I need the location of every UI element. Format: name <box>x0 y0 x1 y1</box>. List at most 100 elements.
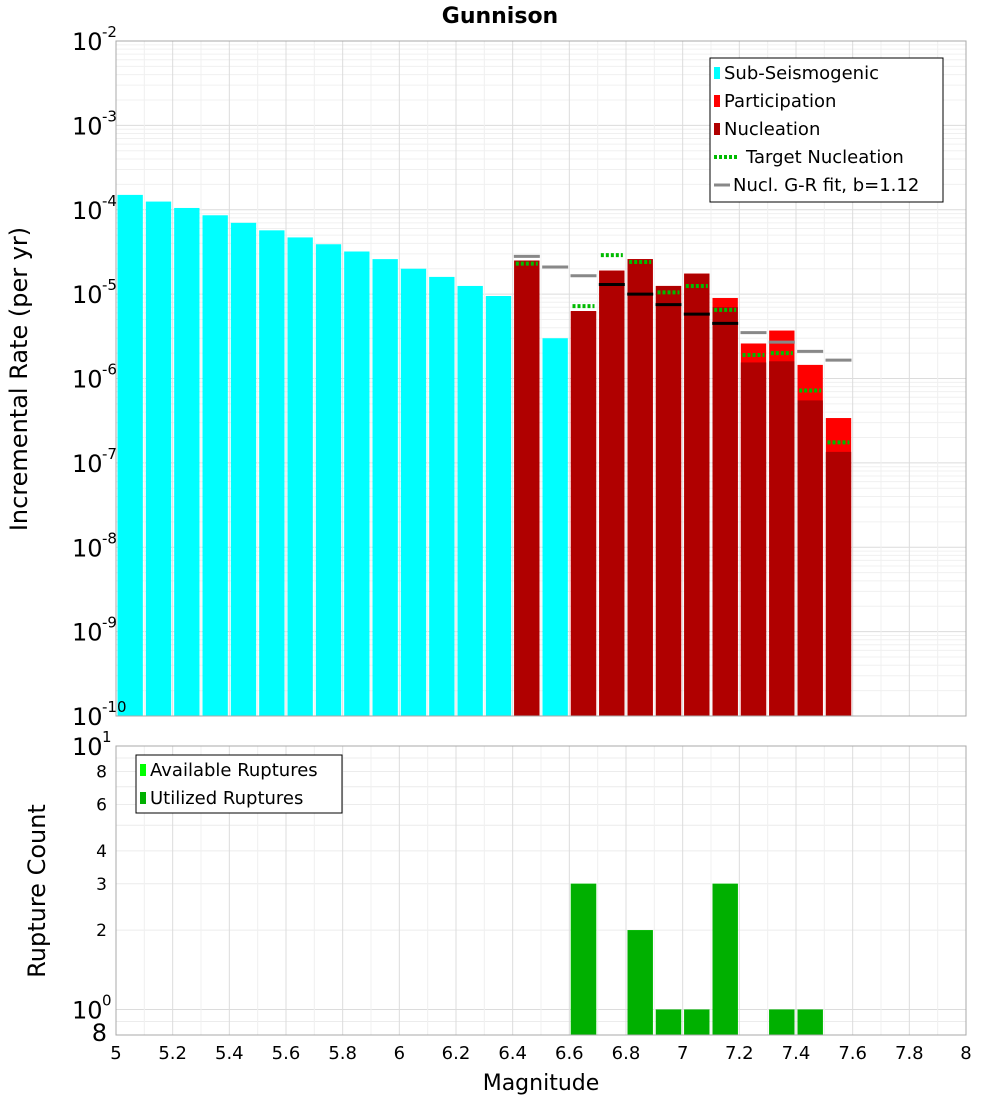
x-tick-label: 6.4 <box>498 1043 527 1064</box>
y-tick-label-base: 10 <box>72 703 103 731</box>
y-tick-label-base: 10 <box>72 281 103 309</box>
utilized-ruptures-bar <box>769 1009 795 1035</box>
nucleation-bar <box>684 273 710 716</box>
legend-swatch <box>714 123 720 135</box>
y-tick-label: 4 <box>96 842 107 862</box>
y-tick-label: 3 <box>96 875 107 895</box>
y-tick-label-exponent: -4 <box>102 192 117 210</box>
y-tick-label: 8 <box>96 763 107 783</box>
bottom-plot-frame <box>115 745 967 1036</box>
nucleation-bar <box>769 361 795 716</box>
top-legend: Sub-Seismogenic Participation Nucleation Ta… <box>709 57 944 203</box>
legend-swatch <box>714 95 720 107</box>
y-tick-label-base: 10 <box>72 450 103 478</box>
legend-box <box>135 754 343 814</box>
y-tick-label-exponent: -2 <box>102 23 117 41</box>
sub-seismogenic-bar <box>344 251 370 716</box>
sub-seismogenic-bar <box>542 338 568 716</box>
sub-seismogenic-bar <box>485 296 512 716</box>
y-tick-label-exponent: -9 <box>102 614 117 632</box>
x-tick-label: 6 <box>394 1043 405 1064</box>
sub-seismogenic-bar <box>117 194 143 716</box>
sub-seismogenic-bar <box>315 244 342 717</box>
x-tick-labels: 5 5.2 5.4 5.6 5.8 6 6.2 6.4 6.6 6.8 7 7.2 7.4 7.6 7.8 8 <box>110 1043 971 1064</box>
utilized-ruptures-bar <box>570 883 597 1035</box>
legend-label: Sub-Seismogenic <box>724 63 879 84</box>
utilized-ruptures-bar <box>797 1009 823 1035</box>
legend-swatch <box>714 67 720 79</box>
bottom-legend: Available Ruptures Utilized Ruptures <box>135 754 343 814</box>
sub-seismogenic-bar <box>429 276 455 716</box>
y-tick-label-base: 10 <box>72 733 103 761</box>
y-tick-label-exponent: -5 <box>102 276 117 294</box>
x-tick-label: 5 <box>110 1043 121 1064</box>
x-tick-label: 7.4 <box>782 1043 811 1064</box>
x-tick-label: 8 <box>960 1043 971 1064</box>
x-tick-label: 5.4 <box>215 1043 244 1064</box>
y-tick-label-exponent: -10 <box>102 698 127 716</box>
x-tick-label: 7.8 <box>895 1043 924 1064</box>
legend-label: Utilized Ruptures <box>150 788 303 809</box>
x-tick-label: 7 <box>677 1043 688 1064</box>
sub-seismogenic-bar <box>259 230 285 716</box>
x-axis-label: Magnitude <box>483 1071 600 1096</box>
sub-seismogenic-bar <box>372 259 398 716</box>
bottom-bars <box>570 883 823 1035</box>
legend-label: Available Ruptures <box>150 760 318 781</box>
y-tick-label-base: 10 <box>72 996 103 1024</box>
chart-title: Gunnison <box>442 4 558 29</box>
legend-label: Nucleation <box>724 119 820 140</box>
top-plot-frame <box>115 40 967 717</box>
y-tick-label-exponent: -6 <box>102 361 117 379</box>
legend-box <box>709 57 944 203</box>
y-tick-label: 6 <box>96 795 107 815</box>
top-y-axis-label: Incremental Rate (per yr) <box>5 227 33 531</box>
utilized-ruptures-bar <box>684 1009 710 1035</box>
y-tick-label-exponent: -8 <box>102 529 117 547</box>
x-tick-label: 7.6 <box>838 1043 867 1064</box>
sub-seismogenic-bar <box>457 285 483 716</box>
y-tick-label: 2 <box>96 921 107 941</box>
x-tick-label: 6.8 <box>612 1043 641 1064</box>
legend-swatch <box>140 764 146 776</box>
sub-seismogenic-bar <box>400 268 427 716</box>
y-tick-label-base: 10 <box>72 534 103 562</box>
legend-swatch <box>140 792 146 804</box>
legend-label: Target Nucleation <box>745 147 904 168</box>
sub-seismogenic-bar <box>174 207 200 716</box>
top-bars <box>117 194 852 717</box>
y-tick-label-base: 10 <box>72 112 103 140</box>
x-tick-label: 5.6 <box>272 1043 301 1064</box>
nucleation-bar <box>712 307 738 716</box>
nucleation-bar <box>627 259 653 716</box>
x-tick-label: 5.8 <box>328 1043 357 1064</box>
y-tick-label-base: 10 <box>72 28 103 56</box>
nucleation-bar <box>570 311 597 716</box>
sub-seismogenic-bar <box>287 237 313 716</box>
sub-seismogenic-bar <box>202 215 228 717</box>
bottom-y-axis-label: Rupture Count <box>23 804 51 978</box>
x-tick-label: 5.2 <box>158 1043 187 1064</box>
top-marks <box>513 253 852 445</box>
y-tick-label-exponent: 1 <box>102 728 112 746</box>
nucleation-bar <box>599 270 625 716</box>
y-tick-label-exponent: -7 <box>102 445 117 463</box>
x-tick-label: 6.6 <box>555 1043 584 1064</box>
legend-label: Nucl. G-R fit, b=1.12 <box>733 175 919 196</box>
sub-seismogenic-bar <box>230 222 257 716</box>
y-tick-label-base: 10 <box>72 619 103 647</box>
x-tick-label: 7.2 <box>725 1043 754 1064</box>
nucleation-bar <box>797 400 823 716</box>
y-tick-label-base: 10 <box>72 197 103 225</box>
x-tick-label: 6.2 <box>442 1043 471 1064</box>
utilized-ruptures-bar <box>655 1009 682 1035</box>
utilized-ruptures-bar <box>627 930 653 1035</box>
nucleation-bar <box>514 260 540 716</box>
y-tick-label-base: 10 <box>72 366 103 394</box>
y-tick-label-exponent: -3 <box>102 107 117 125</box>
